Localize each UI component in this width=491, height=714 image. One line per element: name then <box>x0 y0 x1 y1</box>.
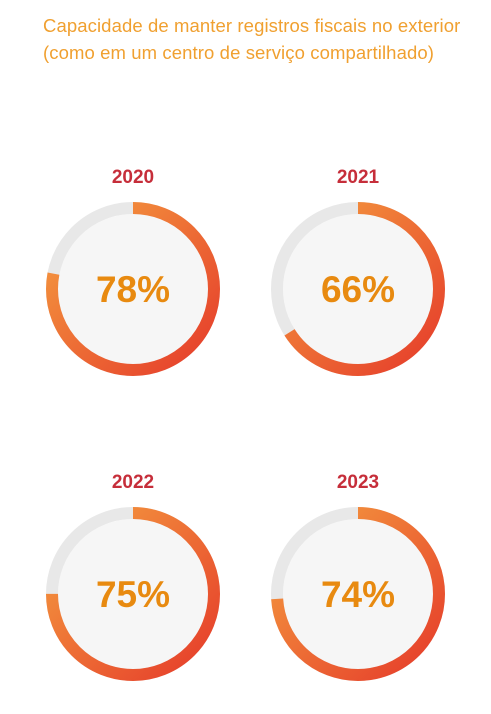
percentage-label: 78% <box>96 269 170 310</box>
donut-ring: 78% <box>46 202 220 376</box>
percentage-label: 74% <box>321 574 395 615</box>
chart-title: Capacidade de manter registros fiscais n… <box>43 15 461 63</box>
year-label: 2020 <box>111 167 155 188</box>
year-label: 2021 <box>336 167 380 188</box>
year-label: 2023 <box>336 472 380 493</box>
donut-chart-2022: 2022 75% <box>43 473 223 703</box>
donut-value-arc <box>271 202 445 376</box>
donut-ring: 75% <box>46 507 220 681</box>
year-label: 2022 <box>111 472 155 493</box>
donut-chart-2021: 2021 66% <box>268 168 448 398</box>
percentage-label: 75% <box>96 574 170 615</box>
donut-value-arc <box>46 507 220 681</box>
donut-center <box>283 214 433 364</box>
donut-center <box>58 519 208 669</box>
donut-ring: 74% <box>271 507 445 681</box>
donut-ring: 66% <box>271 202 445 376</box>
donut-center <box>58 214 208 364</box>
donut-value-arc <box>271 507 445 681</box>
donut-chart-2023: 2023 74% <box>268 473 448 703</box>
donut-chart-2020: 2020 78% <box>43 168 223 398</box>
percentage-label: 66% <box>321 269 395 310</box>
donut-center <box>283 519 433 669</box>
donut-value-arc <box>46 202 220 376</box>
